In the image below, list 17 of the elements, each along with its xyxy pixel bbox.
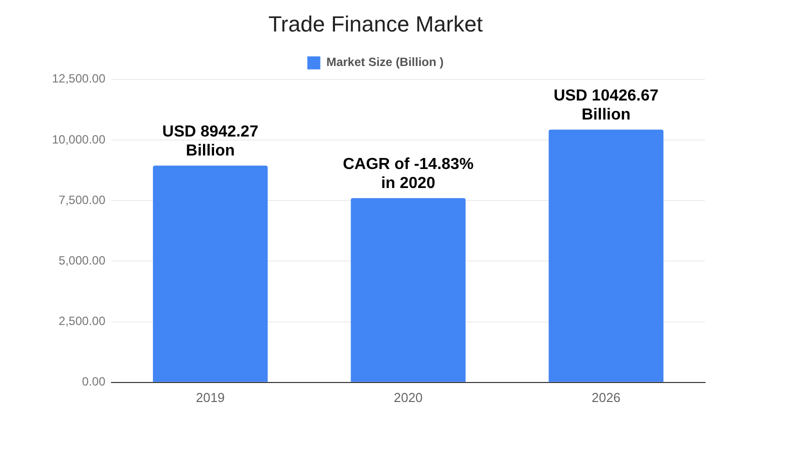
bar: [548, 130, 664, 382]
legend-label: Market Size (Billion ): [326, 55, 444, 70]
x-tick-label: 2019: [196, 390, 225, 405]
bar: [350, 198, 466, 382]
y-tick-label: 0.00: [82, 374, 106, 389]
x-tick-label: 2026: [592, 390, 621, 405]
data-label: USD 8942.27 Billion: [162, 124, 258, 160]
y-tick-label: 2,500.00: [58, 314, 106, 328]
annotation: CAGR of -14.83% in 2020: [342, 156, 474, 192]
data-label: USD 10426.67 Billion: [554, 88, 659, 124]
chart-title: Trade Finance Market: [268, 11, 483, 36]
y-tick-label: 12,500.00: [52, 72, 106, 86]
bar: [152, 166, 268, 382]
y-tick-label: 7,500.00: [58, 192, 106, 207]
x-tick-label: 2020: [394, 390, 423, 405]
y-tick-label: 10,000.00: [52, 132, 106, 146]
y-tick-label: 5,000.00: [58, 254, 106, 268]
